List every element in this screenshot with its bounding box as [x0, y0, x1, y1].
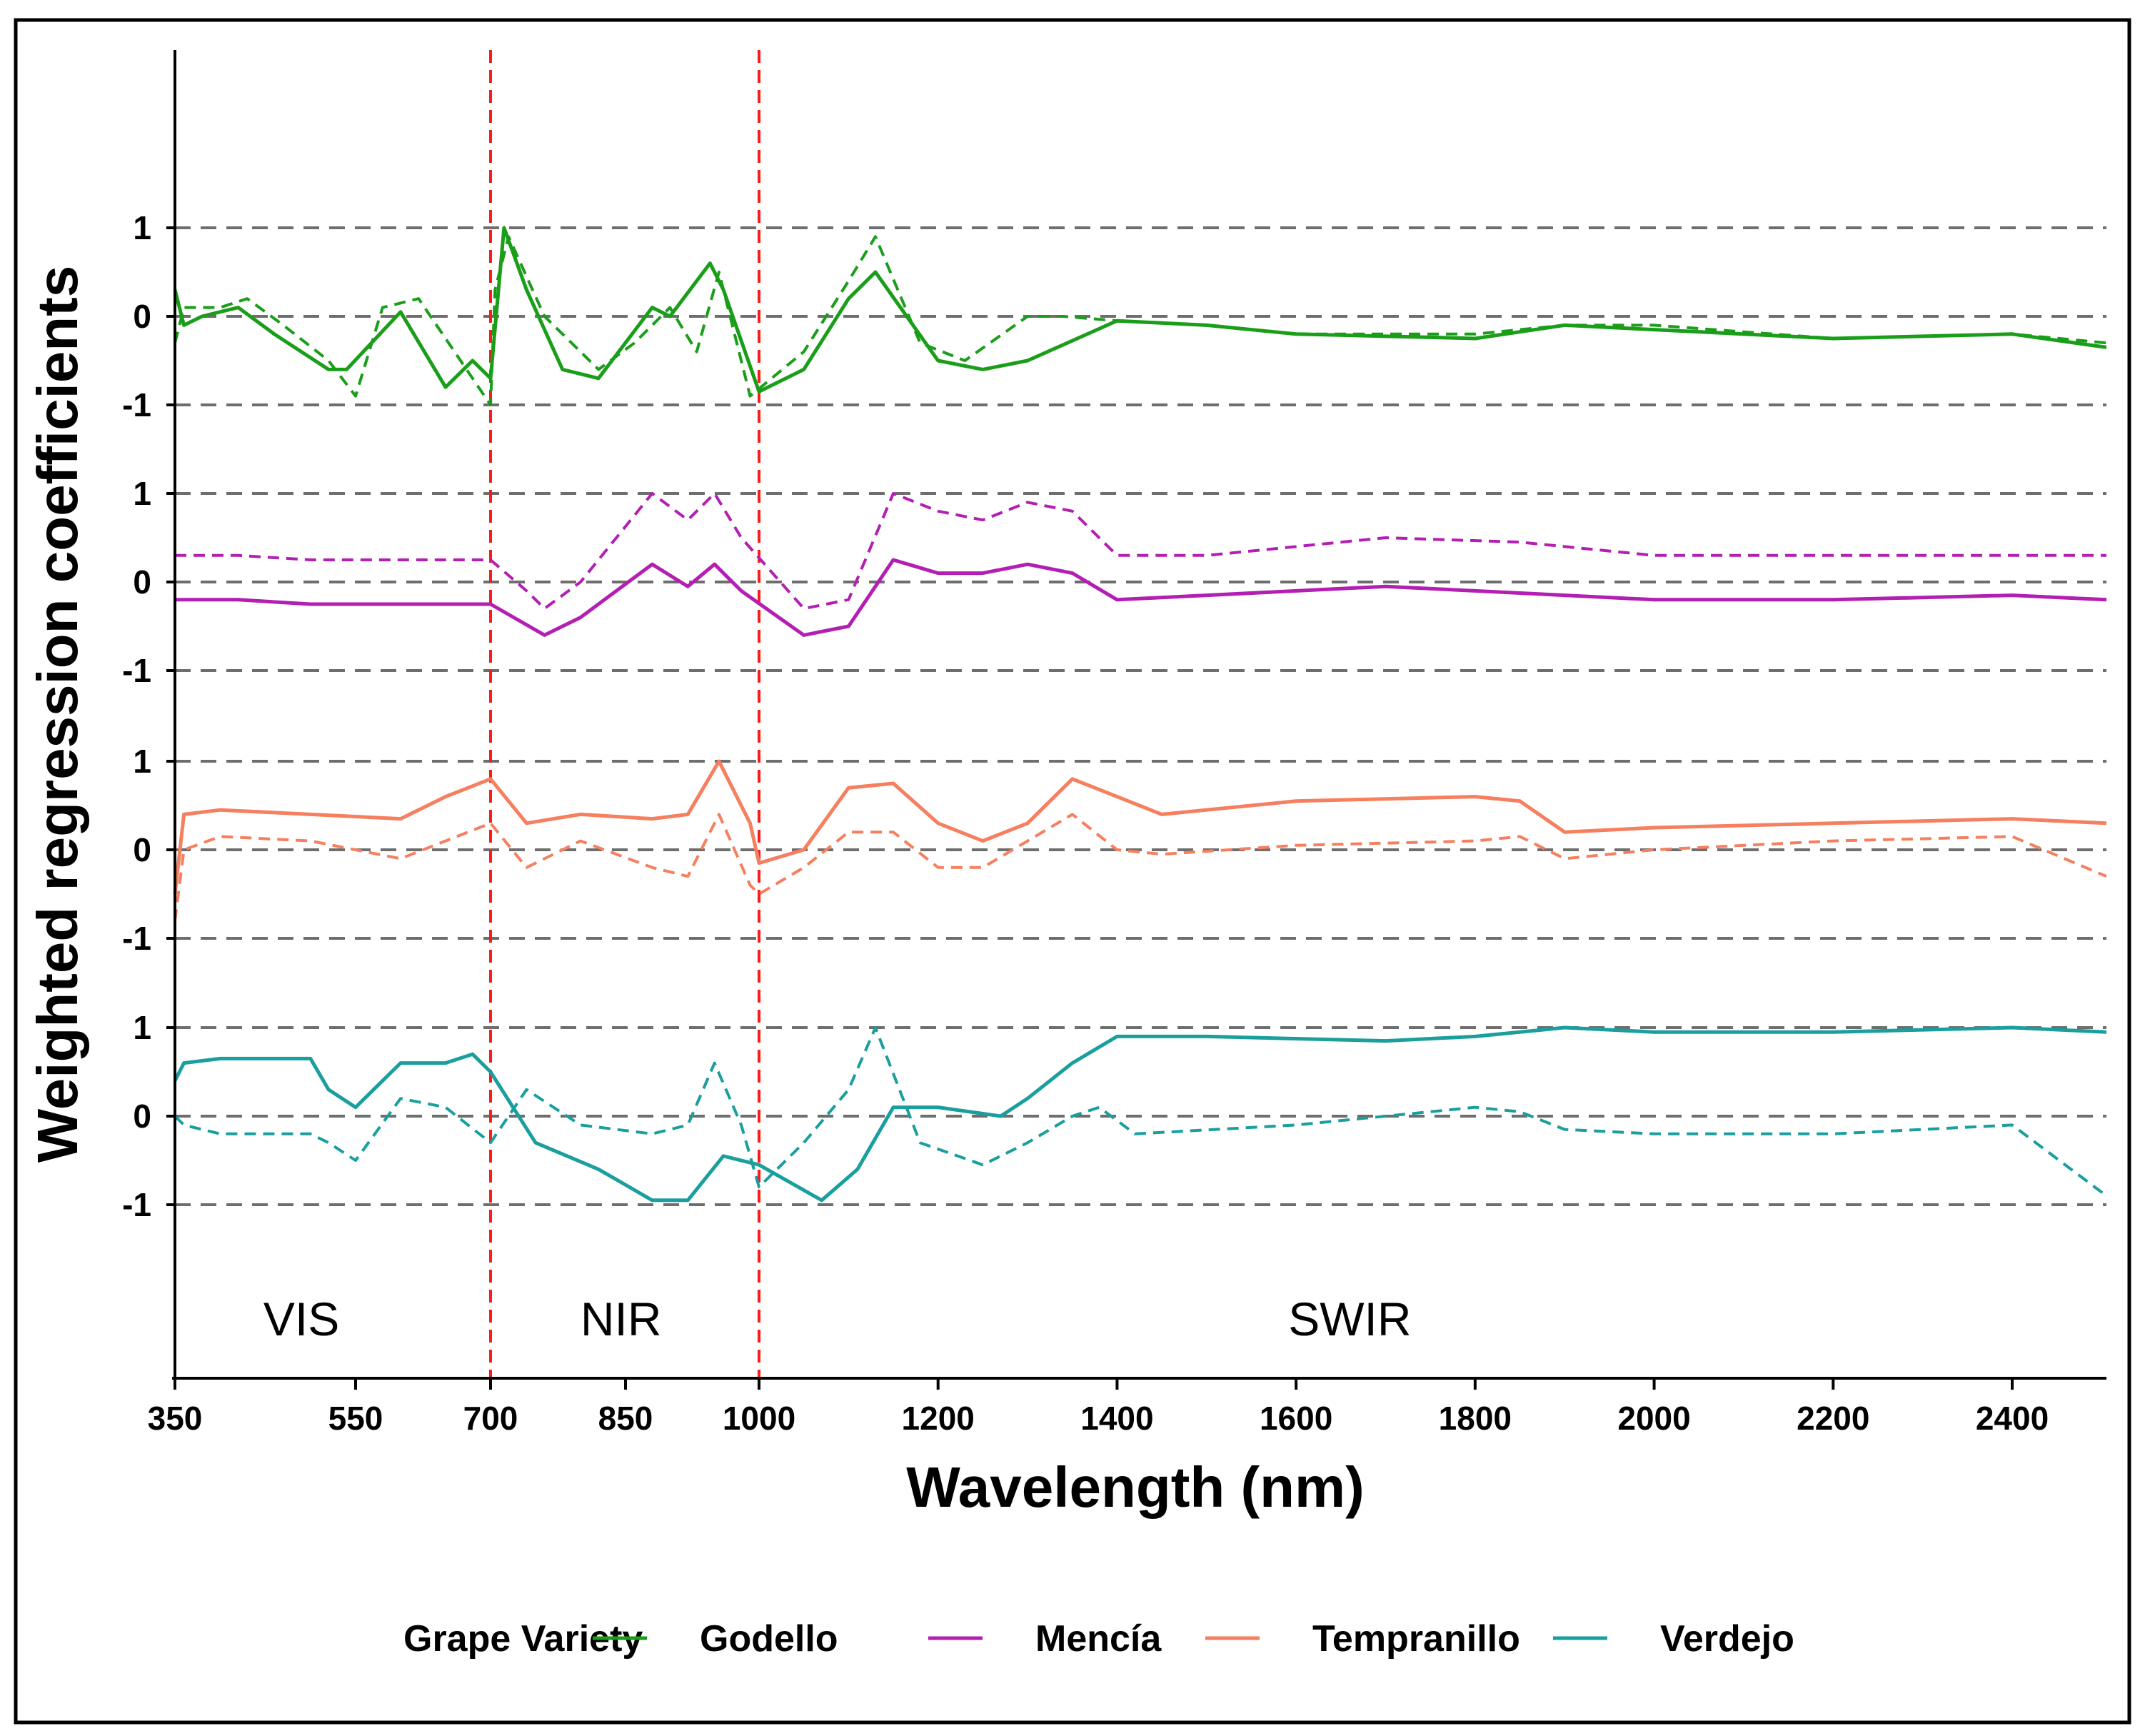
y-tick-label-panel-4--1: -1	[122, 1186, 151, 1223]
region-label-swir: SWIR	[1288, 1293, 1411, 1345]
series-tempranillo-dashed	[174, 813, 2107, 921]
x-axis-title: Wavelength (nm)	[906, 1455, 1364, 1519]
legend-label-verdejo: Verdejo	[1660, 1618, 1794, 1660]
y-tick-label-panel-3-1: 1	[133, 743, 151, 780]
axes	[172, 50, 2106, 1384]
legend: Grape Variety Godello Mencía Tempranillo Ve…	[403, 1618, 1794, 1660]
x-tick-label-2400: 2400	[1976, 1400, 2049, 1437]
y-tick-label-panel-1--1: -1	[122, 386, 151, 423]
y-tick-label-panel-2--1: -1	[122, 652, 151, 689]
y-tick-label-panel-4-0: 0	[133, 1098, 151, 1135]
series-menca-solid	[175, 558, 2107, 637]
y-tick-label-panel-2-1: 1	[133, 475, 151, 512]
series-menca-dashed	[175, 492, 2106, 611]
series-tempranillo-solid	[173, 759, 2107, 895]
x-ticks: 350 550 700 850 1000 1200 1400 1600 1800 2000 2200…	[148, 1378, 2049, 1437]
x-tick-label-1200: 1200	[902, 1400, 975, 1437]
y-tick-label-panel-3-0: 0	[133, 831, 151, 868]
y-tick-label-panel-1-1: 1	[133, 209, 151, 246]
legend-label-menca: Mencía	[1035, 1618, 1162, 1660]
y-tick-label-panel-2-0: 0	[133, 563, 151, 601]
region-boundaries	[489, 50, 760, 1378]
x-tick-label-2000: 2000	[1617, 1400, 1690, 1437]
region-label-nir: NIR	[581, 1293, 662, 1345]
x-tick-label-850: 850	[598, 1400, 653, 1437]
series-lines	[173, 226, 2108, 1203]
legend-label-tempranillo: Tempranillo	[1312, 1618, 1520, 1660]
outer-frame	[14, 18, 2131, 1725]
y-tick-label-panel-4-1: 1	[133, 1009, 151, 1046]
legend-label-godello: Godello	[700, 1618, 838, 1660]
y-tick-label-panel-1-0: 0	[133, 298, 151, 335]
x-tick-label-1400: 1400	[1080, 1400, 1153, 1437]
x-tick-label-1000: 1000	[723, 1400, 795, 1437]
x-tick-label-1800: 1800	[1439, 1400, 1512, 1437]
region-label-vis: VIS	[263, 1293, 339, 1345]
x-tick-label-550: 550	[328, 1400, 383, 1437]
x-tick-label-700: 700	[463, 1400, 518, 1437]
series-verdejo-solid	[173, 1025, 2107, 1203]
series-verdejo-dashed	[174, 1026, 2108, 1198]
series-godello-solid	[173, 226, 2107, 393]
x-tick-label-350: 350	[148, 1400, 203, 1437]
y-axis-title: Weighted regression coefficients	[26, 266, 89, 1163]
region-labels: VIS NIR SWIR	[263, 1293, 1412, 1345]
x-tick-label-1600: 1600	[1260, 1400, 1332, 1437]
x-tick-label-2200: 2200	[1797, 1400, 1869, 1437]
y-ticks: 1 0 -1 1 0 -1 1 0 -1 1 0 -1	[122, 209, 175, 1223]
y-tick-label-panel-3--1: -1	[122, 920, 151, 957]
